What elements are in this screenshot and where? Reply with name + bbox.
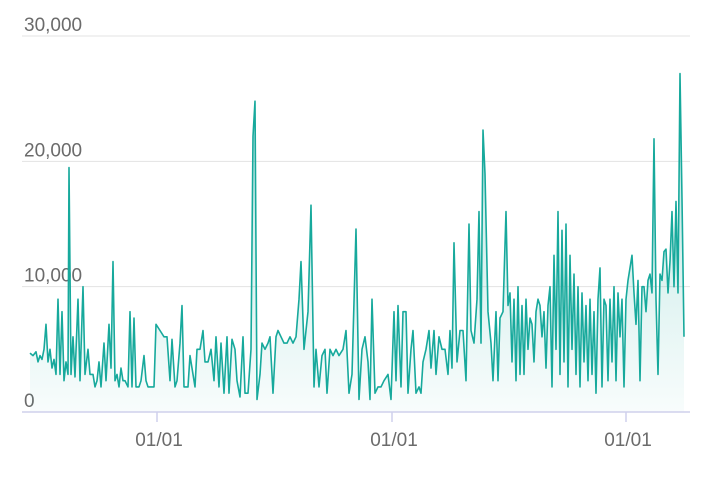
y-tick-label: 0 bbox=[24, 391, 35, 412]
y-tick-label: 30,000 bbox=[24, 15, 82, 36]
area bbox=[30, 73, 684, 412]
x-tick-label: 01/01 bbox=[370, 430, 418, 451]
y-tick-label: 20,000 bbox=[24, 140, 82, 161]
x-tick-label: 01/01 bbox=[135, 430, 183, 451]
y-tick-label: 10,000 bbox=[24, 266, 82, 287]
x-tick-label: 01/01 bbox=[604, 430, 652, 451]
line bbox=[29, 72, 685, 401]
